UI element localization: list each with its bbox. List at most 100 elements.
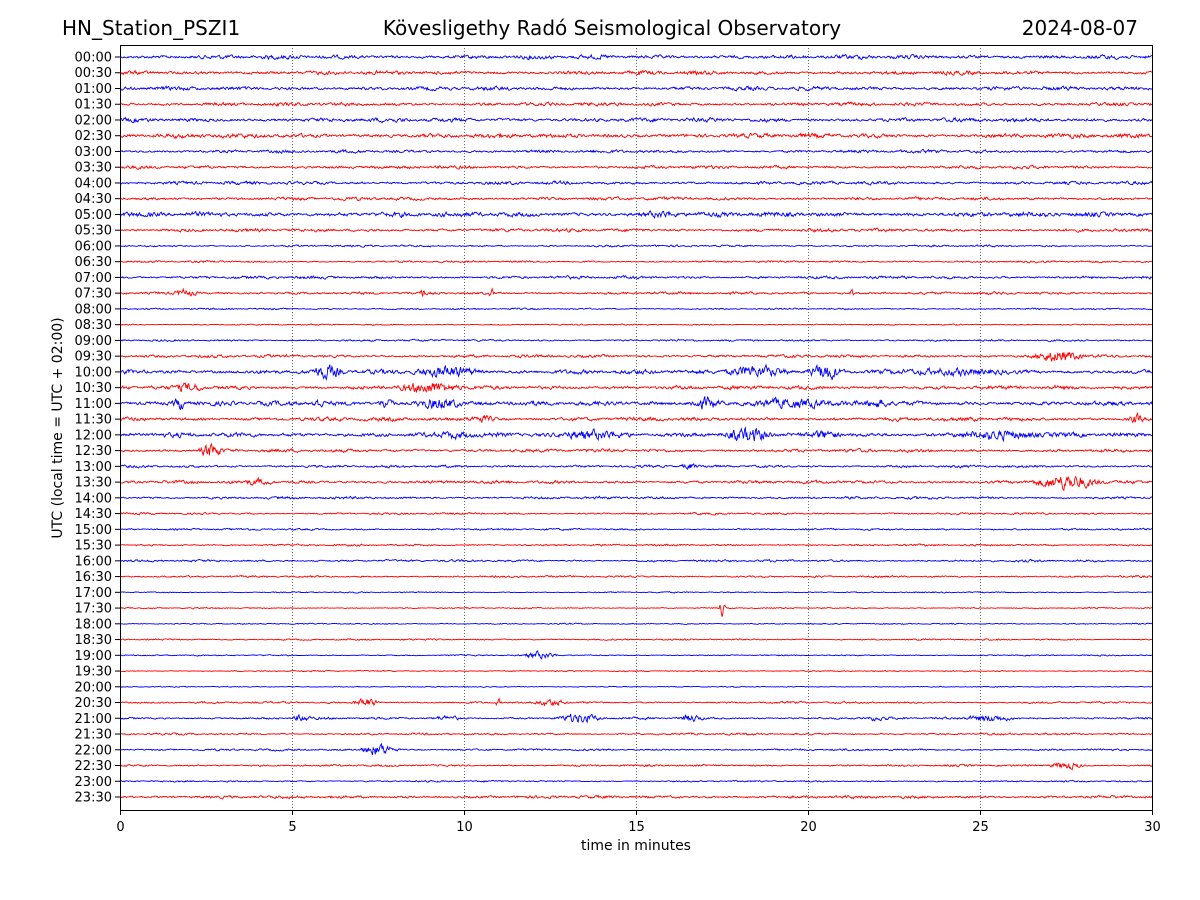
- trace-1930: [119, 669, 1153, 673]
- trace-0830: [120, 323, 1153, 327]
- chart-date: 2024-08-07: [1022, 16, 1138, 40]
- trace-0700: [119, 274, 1153, 280]
- y-tick-label: 18:30: [75, 633, 112, 648]
- x-axis: 0 5 10 15 20 25 30: [116, 810, 1161, 835]
- trace-0130: [119, 101, 1153, 108]
- y-tick-label: 00:30: [75, 66, 112, 81]
- y-tick-label: 01:00: [75, 82, 112, 97]
- traces: [119, 53, 1153, 800]
- y-tick-label: 15:00: [75, 523, 112, 538]
- y-tick-label: 09:30: [75, 350, 112, 365]
- y-tick-label: 17:30: [75, 602, 112, 617]
- trace-1630: [119, 574, 1153, 579]
- y-tick-label: 23:30: [75, 791, 112, 806]
- y-tick-label: 09:00: [75, 334, 112, 349]
- y-tick-label: 12:00: [75, 428, 112, 443]
- y-tick-label: 10:30: [75, 381, 112, 396]
- y-tick-label: 11:00: [75, 397, 112, 412]
- x-tick-label: 0: [116, 820, 124, 835]
- y-tick-label: 16:30: [75, 570, 112, 585]
- y-tick-label: 22:00: [75, 743, 112, 758]
- trace-0500: [119, 210, 1153, 219]
- y-tick-label: 08:00: [75, 302, 112, 317]
- trace-2300: [119, 779, 1153, 783]
- y-tick-label: 13:00: [75, 460, 112, 475]
- y-axis: 00:0000:3001:0001:3002:0002:3003:0003:30…: [75, 51, 120, 806]
- y-tick-label: 03:00: [75, 145, 112, 160]
- x-tick-label: 5: [288, 820, 296, 835]
- trace-0230: [119, 132, 1153, 140]
- trace-2030: [119, 697, 1153, 707]
- chart-title: Kövesligethy Radó Seismological Observat…: [383, 16, 841, 40]
- y-tick-label: 01:30: [75, 98, 112, 113]
- y-tick-label: 04:30: [75, 192, 112, 207]
- trace-0430: [119, 196, 1153, 202]
- y-tick-label: 12:30: [75, 444, 112, 459]
- trace-1700: [119, 591, 1153, 594]
- grid-lines: [292, 45, 981, 810]
- y-tick-label: 07:30: [75, 287, 112, 302]
- x-tick-label: 25: [972, 820, 989, 835]
- y-tick-label: 05:00: [75, 208, 112, 223]
- trace-1030: [119, 382, 1153, 393]
- trace-0100: [119, 85, 1153, 92]
- trace-2100: [119, 713, 1153, 724]
- x-tick-label: 20: [800, 820, 817, 835]
- y-tick-label: 22:30: [75, 759, 112, 774]
- trace-1800: [119, 622, 1153, 626]
- y-tick-label: 23:00: [75, 775, 112, 790]
- trace-2230: [120, 762, 1153, 771]
- x-tick-label: 30: [1144, 820, 1161, 835]
- trace-0900: [119, 338, 1153, 343]
- y-tick-label: 08:30: [75, 318, 112, 333]
- y-tick-label: 17:00: [75, 586, 112, 601]
- y-tick-label: 00:00: [75, 51, 112, 66]
- y-tick-label: 06:00: [75, 239, 112, 254]
- y-tick-label: 13:30: [75, 476, 112, 491]
- x-axis-label: time in minutes: [581, 838, 691, 854]
- y-tick-label: 04:00: [75, 176, 112, 191]
- trace-0200: [119, 116, 1153, 124]
- y-tick-label: 03:30: [75, 161, 112, 176]
- trace-0300: [119, 148, 1153, 155]
- trace-2000: [119, 685, 1153, 688]
- trace-0000: [119, 53, 1153, 61]
- trace-1900: [119, 650, 1153, 661]
- trace-1200: [119, 426, 1153, 443]
- y-axis-label: UTC (local time = UTC + 02:00): [50, 317, 66, 538]
- trace-0630: [119, 259, 1153, 264]
- trace-1530: [119, 543, 1153, 547]
- y-tick-label: 20:00: [75, 680, 112, 695]
- y-tick-label: 16:00: [75, 554, 112, 569]
- y-tick-label: 02:00: [75, 113, 112, 128]
- y-tick-label: 19:00: [75, 649, 112, 664]
- y-tick-label: 15:30: [75, 539, 112, 554]
- y-tick-label: 20:30: [75, 696, 112, 711]
- trace-1230: [119, 442, 1153, 456]
- y-tick-label: 02:30: [75, 129, 112, 144]
- trace-0530: [119, 227, 1153, 233]
- trace-1300: [119, 463, 1153, 470]
- y-tick-label: 05:30: [75, 224, 112, 239]
- y-tick-label: 14:00: [75, 491, 112, 506]
- y-tick-label: 11:30: [75, 413, 112, 428]
- y-tick-label: 21:30: [75, 728, 112, 743]
- trace-1400: [119, 495, 1153, 501]
- trace-0400: [119, 180, 1153, 186]
- station-name: HN_Station_PSZI1: [62, 16, 240, 40]
- x-tick-label: 10: [456, 820, 473, 835]
- trace-1430: [120, 511, 1153, 516]
- y-tick-label: 18:00: [75, 617, 112, 632]
- trace-0800: [119, 307, 1153, 311]
- y-tick-label: 21:00: [75, 712, 112, 727]
- trace-0030: [119, 69, 1153, 76]
- trace-1730: [119, 604, 1153, 617]
- trace-2330: [119, 794, 1153, 800]
- trace-0730: [119, 287, 1153, 297]
- y-tick-label: 19:30: [75, 665, 112, 680]
- trace-2200: [119, 742, 1153, 755]
- x-tick-label: 15: [628, 820, 645, 835]
- trace-1500: [119, 527, 1153, 532]
- trace-1600: [119, 558, 1153, 563]
